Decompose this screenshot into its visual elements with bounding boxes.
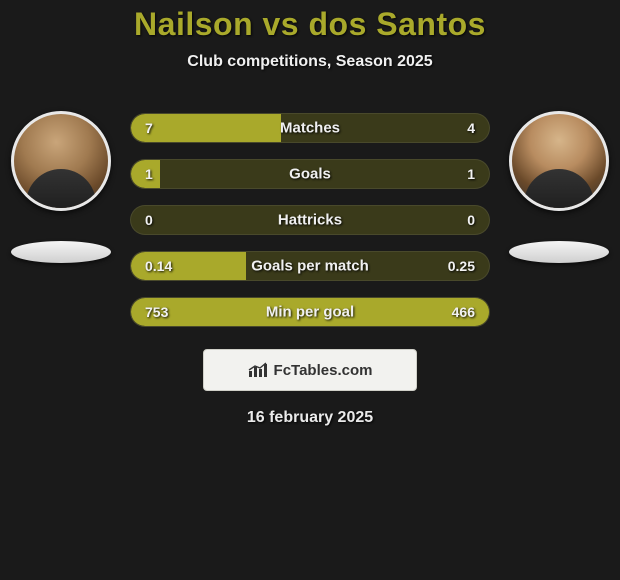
stat-value-right: 0	[467, 212, 475, 228]
stat-value-right: 4	[467, 120, 475, 136]
player-left-column	[6, 111, 116, 263]
player-right-column	[504, 111, 614, 263]
stat-label: Goals per match	[131, 258, 489, 275]
infographic-container: Nailson vs dos Santos Club competitions,…	[0, 0, 620, 427]
date-label: 16 february 2025	[0, 409, 620, 427]
stat-value-right: 466	[452, 304, 475, 320]
player-left-avatar	[11, 111, 111, 211]
stat-row: 1Goals1	[130, 159, 490, 189]
stat-row: 0Hattricks0	[130, 205, 490, 235]
stat-label: Matches	[131, 120, 489, 137]
stat-value-right: 1	[467, 166, 475, 182]
player-left-shadow	[11, 241, 111, 263]
bar-chart-icon	[248, 362, 268, 378]
source-badge-text: FcTables.com	[274, 362, 373, 379]
player-right-avatar	[509, 111, 609, 211]
stat-bars: 7Matches4 1Goals1 0Hattricks0 0.14Goals per…	[130, 111, 490, 327]
subtitle: Club competitions, Season 2025	[0, 53, 620, 71]
stat-value-right: 0.25	[448, 258, 475, 274]
page-title: Nailson vs dos Santos	[0, 6, 620, 43]
stat-row: 0.14Goals per match0.25	[130, 251, 490, 281]
player-right-shadow	[509, 241, 609, 263]
stat-label: Hattricks	[131, 212, 489, 229]
stat-label: Min per goal	[131, 304, 489, 321]
stat-row: 7Matches4	[130, 113, 490, 143]
source-badge: FcTables.com	[203, 349, 417, 391]
stat-label: Goals	[131, 166, 489, 183]
comparison-row: 7Matches4 1Goals1 0Hattricks0 0.14Goals per…	[0, 111, 620, 327]
stat-row: 753Min per goal466	[130, 297, 490, 327]
